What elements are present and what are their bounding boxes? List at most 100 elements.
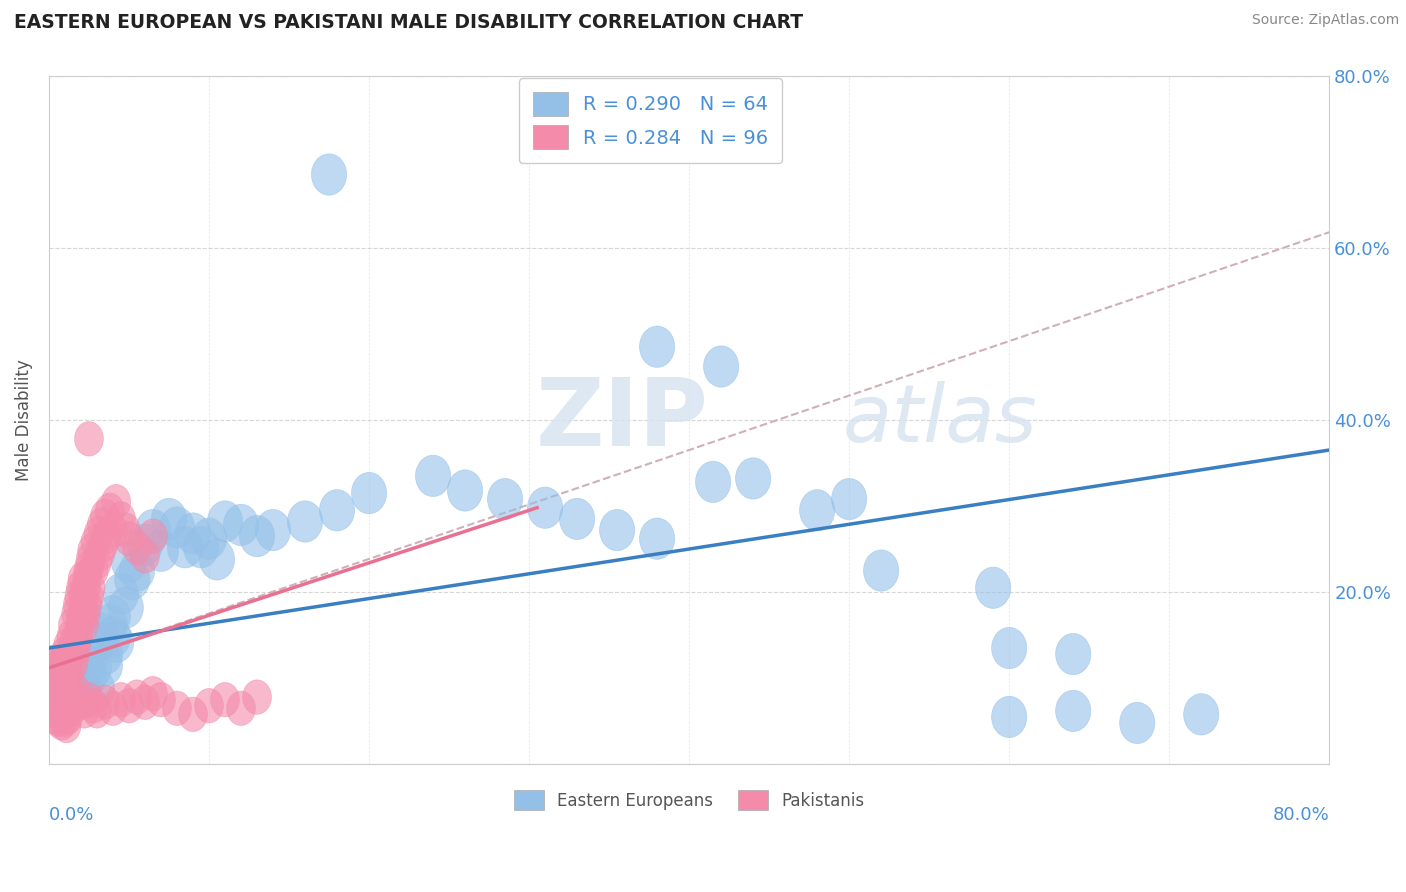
Ellipse shape: [48, 676, 76, 711]
Ellipse shape: [79, 553, 108, 588]
Ellipse shape: [128, 524, 163, 566]
Ellipse shape: [98, 513, 128, 548]
Text: 0.0%: 0.0%: [49, 805, 94, 823]
Ellipse shape: [93, 604, 128, 646]
Ellipse shape: [53, 691, 83, 725]
Ellipse shape: [703, 346, 738, 387]
Ellipse shape: [131, 685, 159, 720]
Ellipse shape: [527, 487, 562, 528]
Ellipse shape: [1056, 633, 1091, 674]
Ellipse shape: [67, 562, 97, 597]
Ellipse shape: [194, 689, 224, 723]
Ellipse shape: [991, 697, 1026, 738]
Ellipse shape: [352, 473, 387, 514]
Ellipse shape: [52, 708, 82, 743]
Ellipse shape: [75, 422, 104, 456]
Ellipse shape: [58, 680, 86, 714]
Ellipse shape: [101, 484, 131, 519]
Ellipse shape: [93, 519, 121, 553]
Ellipse shape: [63, 676, 93, 711]
Ellipse shape: [83, 613, 118, 654]
Ellipse shape: [86, 536, 114, 571]
Ellipse shape: [84, 516, 112, 550]
Ellipse shape: [139, 519, 167, 553]
Ellipse shape: [51, 665, 79, 699]
Ellipse shape: [800, 490, 835, 531]
Ellipse shape: [72, 656, 107, 698]
Ellipse shape: [42, 689, 72, 723]
Ellipse shape: [72, 597, 100, 631]
Ellipse shape: [48, 646, 76, 680]
Ellipse shape: [191, 518, 226, 559]
Ellipse shape: [167, 526, 202, 568]
Ellipse shape: [66, 602, 96, 637]
Ellipse shape: [640, 326, 675, 368]
Ellipse shape: [447, 470, 482, 511]
Ellipse shape: [76, 648, 111, 689]
Ellipse shape: [39, 694, 67, 728]
Ellipse shape: [58, 620, 86, 654]
Ellipse shape: [107, 501, 135, 536]
Ellipse shape: [79, 668, 114, 709]
Ellipse shape: [226, 691, 256, 725]
Ellipse shape: [73, 588, 101, 623]
Ellipse shape: [70, 607, 98, 642]
Ellipse shape: [42, 650, 72, 685]
Ellipse shape: [312, 153, 347, 195]
Ellipse shape: [76, 542, 105, 576]
Ellipse shape: [51, 668, 86, 709]
Ellipse shape: [75, 579, 104, 614]
Ellipse shape: [256, 509, 291, 550]
Ellipse shape: [59, 607, 87, 642]
Ellipse shape: [208, 500, 243, 542]
Ellipse shape: [211, 682, 239, 717]
Ellipse shape: [831, 478, 866, 520]
Ellipse shape: [96, 493, 124, 527]
Ellipse shape: [75, 682, 104, 717]
Ellipse shape: [48, 706, 76, 740]
Ellipse shape: [82, 524, 110, 559]
Ellipse shape: [159, 507, 194, 549]
Ellipse shape: [90, 500, 120, 533]
Ellipse shape: [55, 659, 90, 700]
Ellipse shape: [319, 490, 354, 531]
Ellipse shape: [51, 685, 79, 720]
Ellipse shape: [44, 653, 79, 695]
Ellipse shape: [122, 680, 152, 714]
Ellipse shape: [120, 549, 155, 591]
Ellipse shape: [44, 702, 73, 737]
Ellipse shape: [76, 571, 105, 605]
Ellipse shape: [83, 545, 111, 579]
Ellipse shape: [38, 646, 66, 680]
Ellipse shape: [38, 663, 66, 698]
Text: atlas: atlas: [842, 381, 1038, 458]
Ellipse shape: [75, 550, 104, 585]
Ellipse shape: [146, 682, 176, 717]
Ellipse shape: [67, 594, 97, 628]
Ellipse shape: [135, 509, 170, 550]
Ellipse shape: [53, 657, 83, 691]
Ellipse shape: [104, 574, 139, 615]
Ellipse shape: [63, 673, 98, 714]
Ellipse shape: [114, 689, 143, 723]
Ellipse shape: [98, 691, 128, 725]
Ellipse shape: [65, 611, 94, 646]
Ellipse shape: [55, 640, 84, 673]
Ellipse shape: [111, 513, 141, 548]
Ellipse shape: [1184, 694, 1219, 735]
Ellipse shape: [72, 640, 107, 681]
Ellipse shape: [59, 648, 87, 682]
Ellipse shape: [48, 662, 83, 703]
Ellipse shape: [152, 499, 187, 540]
Ellipse shape: [87, 508, 117, 542]
Ellipse shape: [122, 530, 152, 565]
Ellipse shape: [163, 691, 191, 725]
Ellipse shape: [62, 631, 90, 665]
Ellipse shape: [90, 685, 120, 720]
Ellipse shape: [287, 500, 322, 542]
Ellipse shape: [77, 533, 107, 568]
Ellipse shape: [44, 668, 73, 702]
Ellipse shape: [41, 699, 70, 734]
Ellipse shape: [49, 654, 77, 689]
Text: 80.0%: 80.0%: [1272, 805, 1329, 823]
